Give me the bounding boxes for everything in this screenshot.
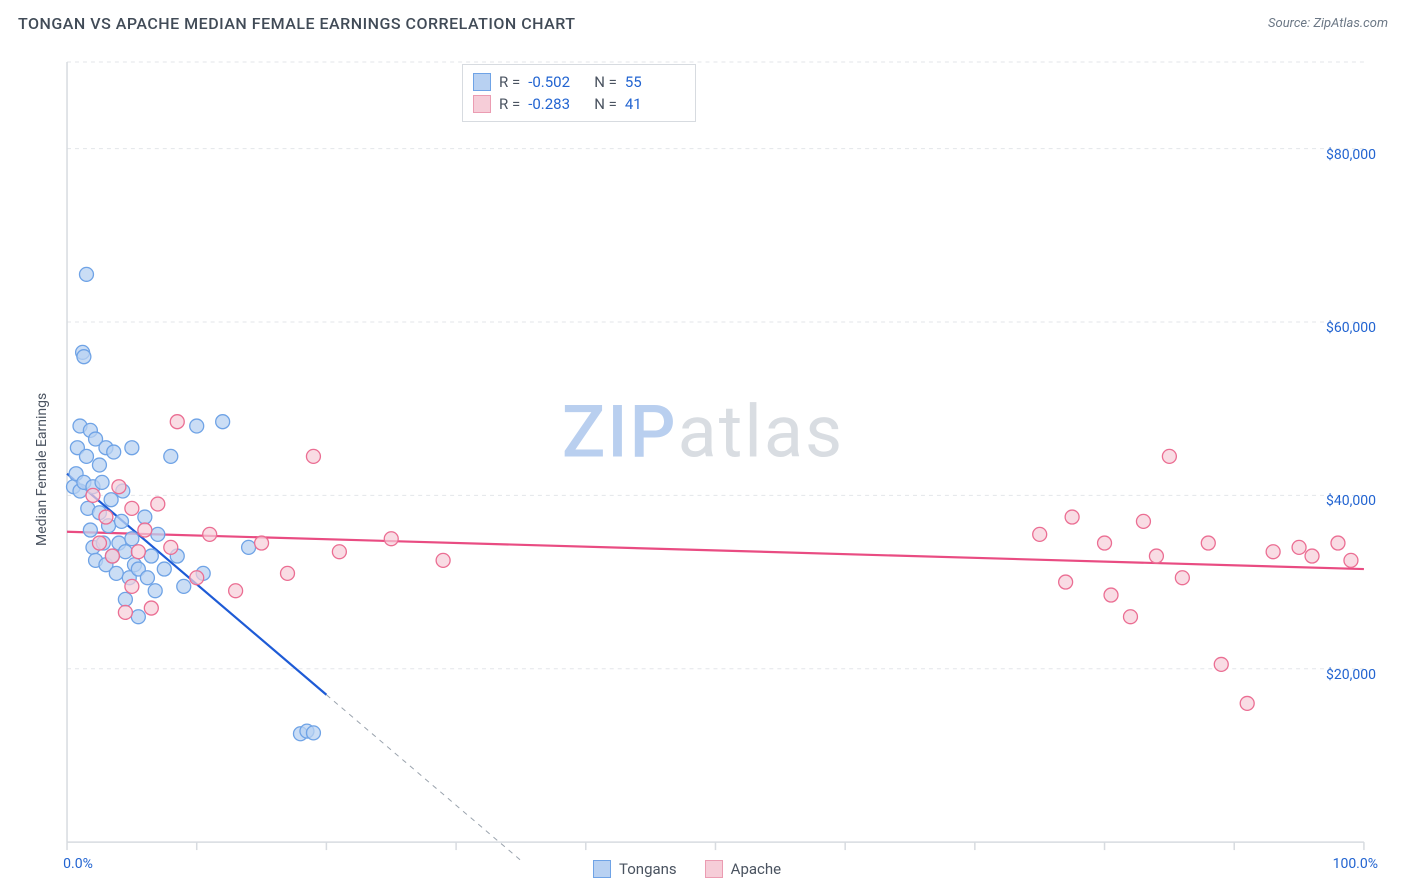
series-swatch (473, 73, 491, 91)
legend-swatch (705, 860, 723, 878)
source-prefix: Source: (1268, 16, 1313, 31)
legend-item: Apache (705, 860, 781, 878)
legend-label: Tongans (619, 860, 677, 878)
chart-container: ZIPatlas R =-0.502N =55R =-0.283N =41 Me… (18, 48, 1388, 882)
x-tick-label: 0.0% (63, 856, 93, 872)
x-tick-label: 100.0% (1333, 856, 1378, 872)
chart-title: TONGAN VS APACHE MEDIAN FEMALE EARNINGS … (18, 14, 576, 33)
y-tick-label: $80,000 (1326, 147, 1376, 163)
scatter-chart (18, 48, 1388, 882)
stat-row: R = -0.502 N = 55 (473, 71, 683, 93)
r-label: R = (499, 95, 520, 113)
legend-swatch (593, 860, 611, 878)
series-swatch (473, 95, 491, 113)
r-value: -0.502 (528, 73, 586, 91)
r-value: -0.283 (528, 95, 586, 113)
legend: Tongans Apache (593, 860, 781, 878)
legend-label: Apache (731, 860, 781, 878)
y-axis-label: Median Female Earnings (34, 392, 50, 545)
y-tick-label: $20,000 (1326, 667, 1376, 683)
n-value: 41 (625, 95, 683, 113)
stat-row: R = -0.283 N = 41 (473, 93, 683, 115)
y-tick-label: $60,000 (1326, 320, 1376, 336)
n-label: N = (594, 73, 617, 91)
source-name: ZipAtlas.com (1313, 16, 1388, 31)
source-attribution: Source: ZipAtlas.com (1268, 16, 1388, 31)
legend-item: Tongans (593, 860, 677, 878)
r-label: R = (499, 73, 520, 91)
correlation-stats-box: R = -0.502 N = 55 R = -0.283 N = 41 (462, 64, 696, 122)
n-value: 55 (625, 73, 683, 91)
y-tick-label: $40,000 (1326, 493, 1376, 509)
n-label: N = (594, 95, 617, 113)
